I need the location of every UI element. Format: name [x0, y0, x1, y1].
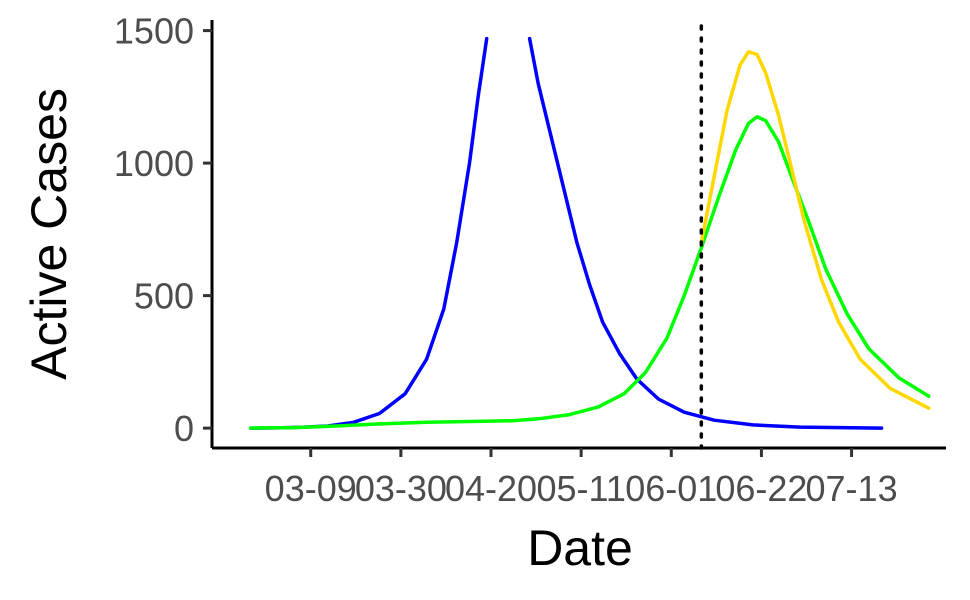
series-line-3: [699, 50, 931, 410]
series-line-2: [248, 114, 931, 430]
y-tick-label: 1500: [114, 11, 194, 52]
series-line-1: [248, 36, 884, 430]
x-tick-label: 03-09: [265, 468, 357, 509]
y-tick-label: 0: [174, 408, 194, 449]
x-tick-label: 04-20: [445, 468, 537, 509]
x-tick-label: 05-11: [536, 468, 625, 509]
y-axis-title: Active Cases: [21, 88, 77, 380]
x-tick-label: 06-22: [715, 468, 807, 509]
x-tick-label: 07-13: [806, 468, 898, 509]
series-layer: [248, 36, 931, 430]
x-tick-label: 06-01: [625, 468, 717, 509]
y-tick-label: 1000: [114, 143, 194, 184]
y-axis-ticks: 0 500 1000 1500: [114, 11, 212, 449]
x-axis-title: Date: [527, 520, 633, 576]
x-tick-label: 03-30: [355, 468, 447, 509]
y-tick-label: 500: [134, 276, 194, 317]
